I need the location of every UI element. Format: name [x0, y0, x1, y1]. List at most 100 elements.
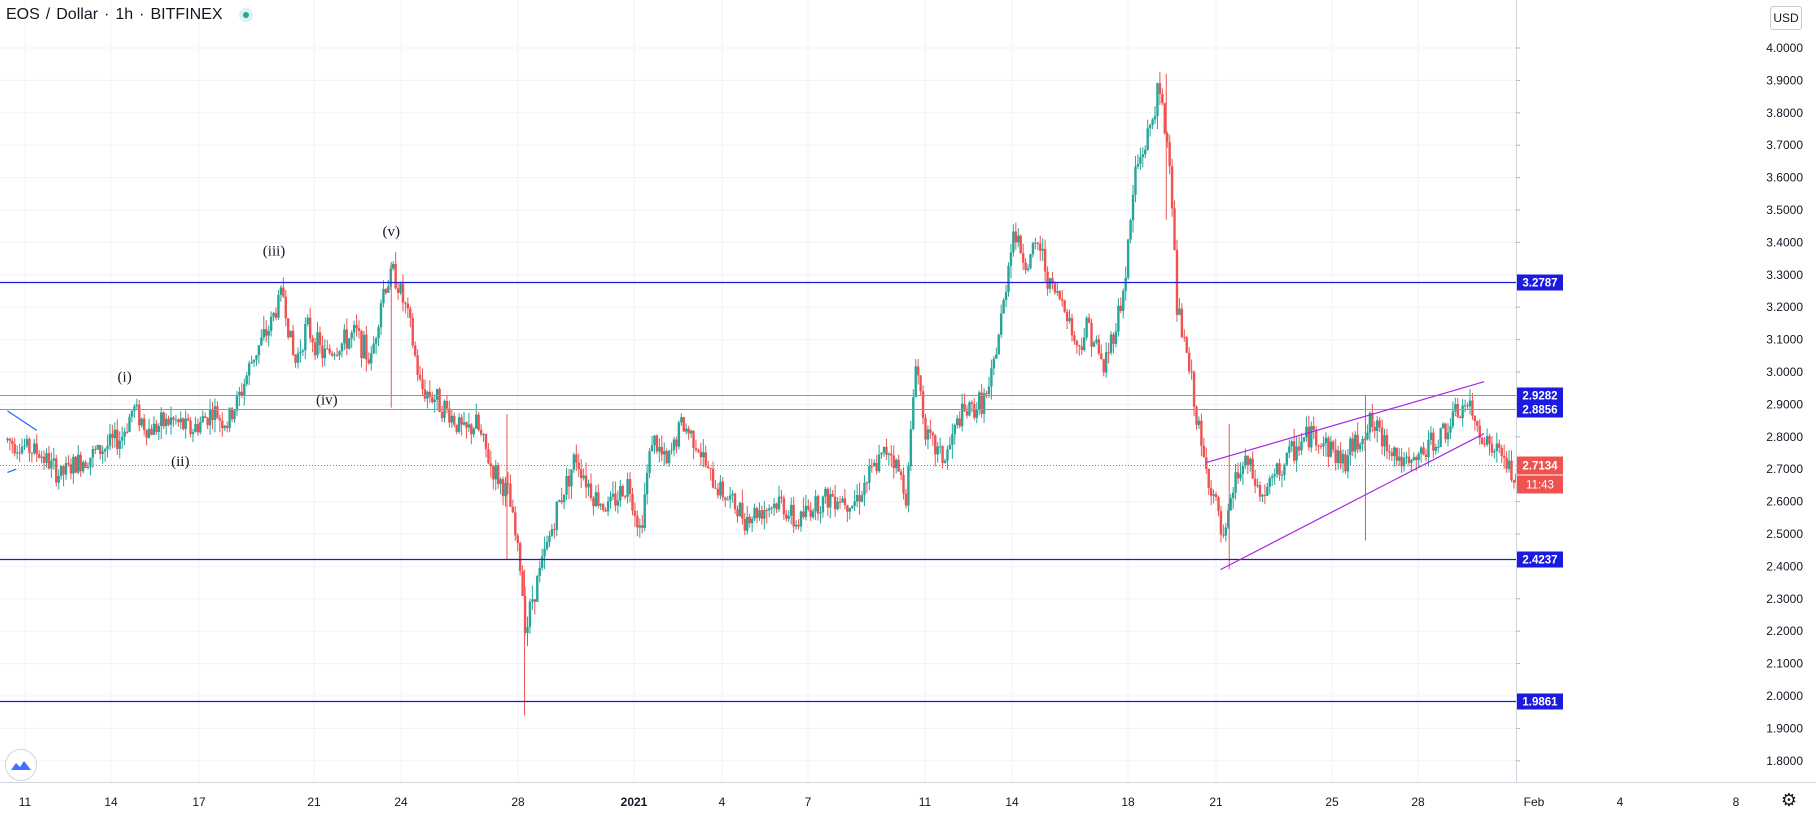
candle-body — [392, 263, 395, 269]
x-tick-label: 4 — [1617, 795, 1624, 809]
candle-body — [816, 496, 820, 514]
candle-body — [763, 509, 766, 519]
candle-body — [1026, 268, 1030, 270]
candle-body — [1139, 157, 1142, 164]
candle-body — [1483, 443, 1486, 445]
gear-icon[interactable]: ⚙ — [1780, 790, 1798, 811]
tradingview-logo-icon[interactable] — [6, 750, 36, 780]
candle-body — [401, 283, 405, 303]
candle-body — [1280, 474, 1284, 476]
candle-body — [1134, 166, 1137, 195]
symbol-separator: / — [45, 6, 51, 23]
candle-body — [81, 462, 85, 472]
candle-body — [687, 428, 690, 434]
candle-body — [660, 446, 663, 455]
level-price-tag — [1517, 551, 1563, 568]
candle-body — [362, 334, 366, 359]
wave-label: (i) — [118, 370, 132, 386]
candle-body — [572, 454, 576, 470]
candle-body — [1241, 466, 1245, 474]
candle-body — [1080, 346, 1083, 351]
y-tick-label: 2.9000 — [1766, 397, 1803, 411]
candle-body — [1087, 317, 1091, 323]
price-axis[interactable]: 1.8000 1.9000 2.0000 2.1000 2.2000 2.3000 2.40… — [1516, 0, 1816, 815]
candle-body — [1219, 511, 1223, 535]
candle-body — [255, 355, 258, 360]
candle-body — [929, 429, 932, 433]
candle-body — [536, 576, 539, 602]
wave-annotations: (i) (ii) (iii) (iv) (v) — [118, 224, 400, 470]
candle-body — [1144, 149, 1147, 155]
candle-body — [1227, 510, 1230, 528]
candle-body — [1163, 103, 1166, 134]
candle-body — [277, 294, 280, 318]
candle-body — [240, 391, 244, 396]
candle-body — [1324, 437, 1328, 444]
candle-body — [145, 429, 148, 438]
candle-body — [748, 516, 751, 524]
candle-body — [462, 422, 466, 425]
candle-body — [1207, 468, 1210, 489]
candle-body — [421, 379, 424, 390]
candle-body — [1400, 456, 1403, 467]
candle-body — [1073, 335, 1076, 341]
candle-body — [599, 504, 602, 506]
candle-body — [1234, 472, 1237, 493]
candle-body — [653, 435, 656, 446]
candle-body — [570, 469, 573, 487]
candle-body — [1109, 334, 1113, 353]
y-tick-label: 2.5000 — [1766, 527, 1803, 541]
candle-body — [1192, 372, 1196, 407]
candle-body — [631, 493, 634, 511]
candle-body — [709, 467, 712, 469]
candle-body — [1344, 454, 1347, 472]
candle-body — [636, 515, 639, 528]
candle-body — [15, 452, 19, 454]
symbol-header[interactable]: EOS / Dollar · 1h · BITFINEX — [6, 6, 253, 24]
candle-body — [1432, 432, 1435, 451]
countdown-label: 11:43 — [1526, 480, 1554, 492]
candle-body — [492, 466, 495, 480]
candle-body — [811, 511, 815, 518]
time-axis[interactable]: 11 14 17 21 24 28 2021 4 7 11 14 18 21 25 28 Feb 4 8 — [0, 782, 1816, 810]
candle-body — [1434, 447, 1437, 451]
candle-body — [697, 449, 700, 452]
level-price-tag — [1517, 693, 1563, 710]
candle-body — [633, 510, 637, 516]
candle-body — [343, 329, 346, 344]
candle-body — [543, 548, 546, 557]
candle-body — [1471, 400, 1474, 417]
currency-button[interactable]: USD — [1770, 6, 1802, 30]
candle-body — [460, 417, 463, 425]
candle-body — [594, 492, 598, 507]
candle-body — [387, 286, 390, 293]
candle-body — [1200, 420, 1203, 446]
market-status-icon[interactable] — [238, 8, 253, 22]
candle-body — [553, 529, 556, 531]
candle-body — [1112, 334, 1115, 344]
candle-body — [860, 495, 864, 502]
candle-body — [1019, 235, 1022, 254]
candle-body — [789, 504, 793, 516]
candle-body — [667, 450, 671, 464]
candle-body — [558, 500, 561, 502]
price-axis-bg — [1516, 0, 1816, 815]
candle-body — [645, 472, 649, 495]
candle-body — [472, 428, 475, 435]
last-price-tag — [1517, 456, 1563, 475]
candle-body — [1271, 476, 1274, 479]
candle-body — [731, 493, 734, 496]
candle-body — [1468, 400, 1472, 407]
candle-body — [1349, 438, 1352, 456]
candle-body — [243, 384, 246, 396]
x-tick-label: 25 — [1325, 795, 1339, 809]
x-tick-label: 7 — [805, 795, 812, 809]
candle-body — [506, 483, 510, 485]
symbol-name: EOS — [6, 6, 40, 23]
candle-body — [1239, 473, 1242, 479]
candle-body — [1195, 406, 1198, 425]
candle-body — [57, 476, 60, 483]
candle-body — [848, 508, 851, 512]
x-tick-label: 11 — [919, 795, 932, 809]
